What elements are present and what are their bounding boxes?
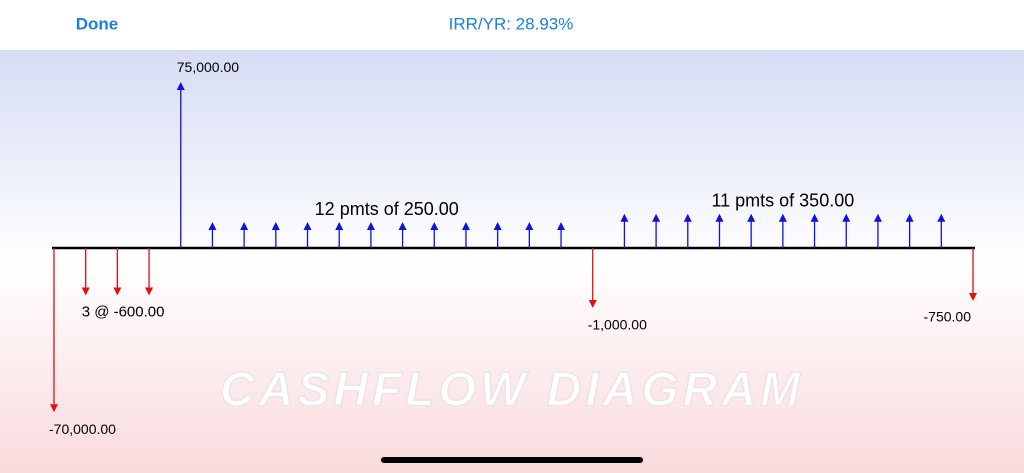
nav-bar <box>0 0 1024 50</box>
arrow-head <box>461 222 470 231</box>
arrow-head <box>145 287 154 296</box>
arrow-head <box>873 213 882 222</box>
cashflow-label: 75,000.00 <box>177 59 239 75</box>
cashflow-label: -1,000.00 <box>588 317 647 333</box>
arrow-head <box>303 222 312 231</box>
arrow-head <box>747 213 756 222</box>
arrow-head <box>842 213 851 222</box>
arrow-head <box>778 213 787 222</box>
arrow-head <box>525 222 534 231</box>
cashflow-label: 11 pmts of 350.00 <box>711 191 854 211</box>
arrow-head <box>366 222 375 231</box>
arrow-head <box>50 404 58 413</box>
arrow-head <box>208 222 217 231</box>
arrow-head <box>683 213 692 222</box>
arrow-head <box>113 287 122 296</box>
arrow-head <box>81 287 90 296</box>
arrow-head <box>905 213 914 222</box>
cashflow-label: -70,000.00 <box>49 421 116 437</box>
cashflow-label: 12 pmts of 250.00 <box>315 199 459 219</box>
arrow-head <box>398 222 407 231</box>
arrow-head <box>557 222 566 231</box>
diagram-background <box>0 50 1024 473</box>
arrow-head <box>240 222 249 231</box>
arrow-head <box>430 222 439 231</box>
cashflow-label: -750.00 <box>924 309 972 325</box>
arrow-head <box>810 213 819 222</box>
arrow-head <box>271 222 280 231</box>
arrow-head <box>715 213 724 222</box>
irr-title: IRR/YR: 28.93% <box>449 14 574 33</box>
watermark: CASHFLOW DIAGRAM <box>220 364 804 417</box>
arrow-head <box>176 82 185 91</box>
arrow-head <box>969 292 977 301</box>
done-button[interactable]: Done <box>76 14 119 33</box>
arrow-head <box>588 300 597 308</box>
home-indicator <box>381 457 643 463</box>
arrow-head <box>937 213 946 222</box>
arrow-head <box>620 213 629 222</box>
arrow-head <box>335 222 344 231</box>
cashflow-label: 3 @ -600.00 <box>82 303 165 320</box>
arrow-head <box>493 222 502 231</box>
arrow-head <box>652 213 661 222</box>
